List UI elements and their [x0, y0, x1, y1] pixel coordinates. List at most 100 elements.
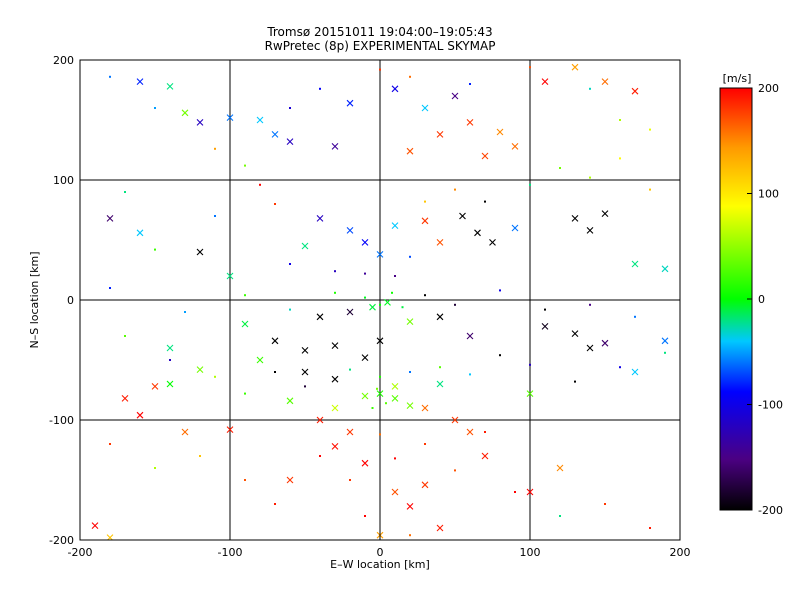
colorbar-tick-label: -200 [758, 504, 783, 517]
data-point-cross [526, 390, 534, 397]
data-point-cross [391, 85, 399, 93]
data-point-dot [484, 200, 486, 203]
data-point-dot [649, 188, 651, 191]
data-point-dot [514, 491, 516, 493]
data-point-dot [304, 385, 306, 388]
data-point-dot [379, 68, 381, 71]
data-point-dot [334, 270, 336, 273]
grid [80, 60, 680, 540]
y-tick-label: 200 [53, 54, 74, 67]
data-point-cross [286, 476, 294, 484]
data-point-cross [346, 308, 354, 316]
data-point-dot [109, 287, 111, 289]
data-point-dot [349, 368, 351, 371]
data-point-dot [124, 335, 126, 337]
chart-subtitle: RwPretec (8p) EXPERIMENTAL SKYMAP [265, 39, 496, 53]
data-point-dot [109, 75, 111, 78]
data-point-dot [154, 467, 156, 469]
data-point-cross [391, 222, 399, 229]
data-point-dot [334, 291, 336, 294]
x-tick-label: -200 [68, 546, 93, 559]
data-point-dot [319, 455, 321, 457]
x-axis-label: E–W location [km] [330, 558, 430, 571]
data-point-cross [151, 383, 159, 390]
data-point-cross [91, 522, 99, 529]
data-point-cross [436, 239, 444, 246]
y-axis-label: N–S location [km] [28, 251, 41, 348]
data-point-cross [481, 152, 489, 160]
data-point-dot [424, 443, 426, 445]
data-point-dot [124, 191, 126, 193]
x-tick-label: 100 [520, 546, 541, 559]
data-point-cross [136, 229, 144, 237]
data-point-dot [244, 164, 246, 167]
data-point-cross [436, 313, 444, 321]
y-axis-ticks: -200 -100 0 100 200 [49, 54, 86, 547]
data-point-cross [391, 488, 399, 496]
data-point-cross [331, 404, 339, 412]
data-point-cross [361, 392, 369, 400]
data-point-cross [586, 227, 594, 234]
data-point-cross [391, 395, 399, 402]
data-point-cross [331, 342, 339, 349]
data-point-cross [391, 383, 399, 390]
data-point-dot [379, 375, 381, 378]
data-point-dot [424, 200, 426, 203]
data-point-dot [529, 363, 531, 366]
data-point-cross [166, 344, 174, 352]
data-point-dot [214, 147, 216, 150]
data-point-dot [244, 479, 246, 481]
data-point-dot [409, 371, 411, 373]
data-point-cross [316, 215, 324, 222]
data-point-dot [289, 107, 291, 109]
data-point-cross [451, 92, 459, 100]
data-point-cross [241, 320, 249, 328]
data-point-dot [154, 248, 156, 251]
data-point-cross [316, 313, 324, 321]
data-point-cross [286, 397, 294, 405]
data-point-dot [649, 128, 651, 131]
data-point-cross [271, 337, 279, 345]
data-point-cross [586, 344, 594, 352]
data-point-cross [121, 395, 129, 402]
data-point-cross [421, 404, 429, 412]
chart-title: Tromsø 20151011 19:04:00–19:05:43 [266, 25, 492, 39]
data-point-cross [421, 104, 429, 112]
data-point-cross [361, 459, 369, 467]
x-tick-label: 200 [670, 546, 691, 559]
data-point-cross [286, 138, 294, 145]
data-point-dot [484, 431, 486, 433]
data-point-cross [376, 390, 384, 397]
data-point-dot [559, 515, 561, 517]
data-point-cross [136, 78, 144, 85]
data-point-cross [571, 215, 579, 222]
data-point-cross [541, 323, 549, 330]
data-point-cross [369, 303, 376, 311]
data-point-cross [301, 368, 309, 376]
data-point-cross [661, 265, 669, 273]
data-point-dot [376, 387, 378, 390]
data-point-cross [601, 78, 609, 85]
data-point-cross [601, 210, 609, 217]
y-tick-label: 100 [53, 174, 74, 187]
data-point-dot [349, 479, 351, 481]
data-point-dot [385, 402, 387, 405]
data-point-cross [631, 87, 639, 95]
data-point-dot [574, 380, 576, 383]
data-point-dot [244, 392, 246, 395]
data-point-cross [316, 416, 324, 424]
data-point-dot [319, 87, 321, 90]
data-point-dot [109, 443, 111, 445]
data-point-dot [184, 311, 186, 313]
data-point-cross [511, 143, 519, 150]
data-point-dot [439, 366, 441, 369]
data-point-dot [619, 366, 621, 369]
colorbar-ticks: 200 100 0 -100 -200 [747, 82, 783, 517]
y-tick-label: -200 [49, 534, 74, 547]
data-point-dot [154, 107, 156, 109]
data-point-cross [136, 411, 144, 419]
data-point-cross [331, 443, 339, 450]
data-point-dot [544, 308, 546, 311]
data-point-cross [346, 227, 354, 234]
data-point-cross [226, 114, 234, 121]
